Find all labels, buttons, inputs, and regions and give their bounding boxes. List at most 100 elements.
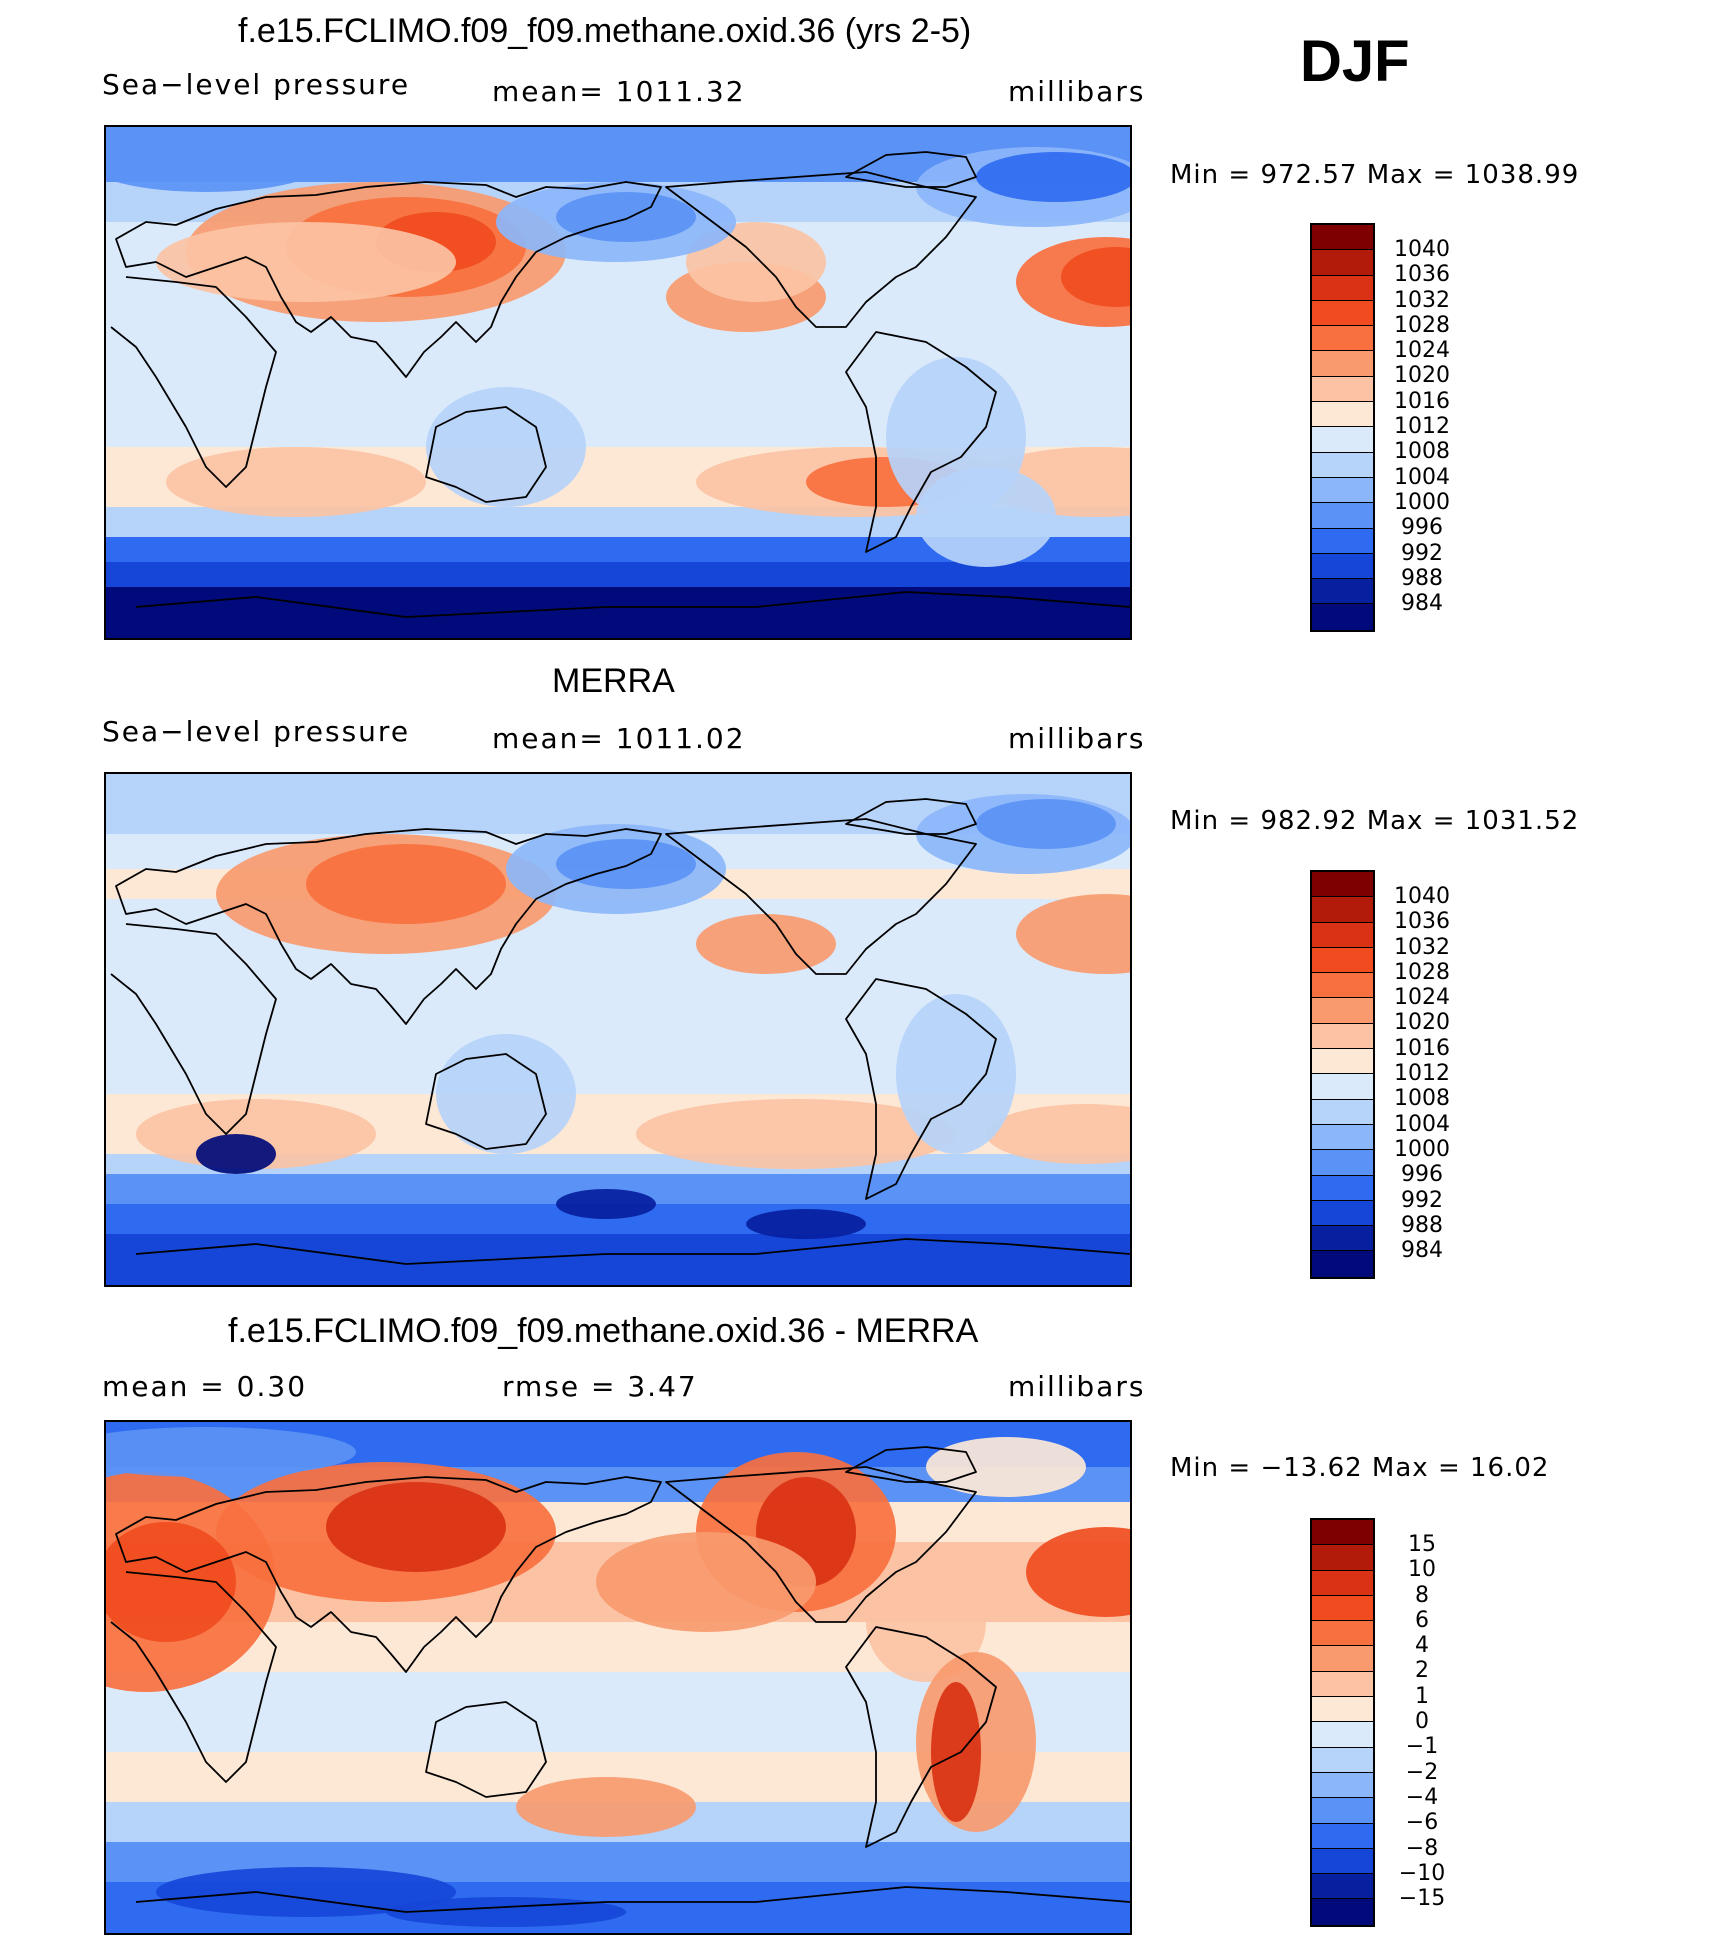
colorbar-swatch bbox=[1312, 351, 1373, 377]
colorbar-level-label: 1016 bbox=[1394, 388, 1450, 414]
pressure-cell bbox=[896, 994, 1016, 1154]
coastline bbox=[135, 591, 1130, 618]
colorbar-level-label: −2 bbox=[1405, 1759, 1439, 1785]
colorbar-level-label: 8 bbox=[1415, 1582, 1429, 1608]
colorbar-swatch bbox=[1312, 326, 1373, 352]
colorbar-swatch bbox=[1312, 897, 1373, 923]
colorbar-swatch bbox=[1312, 402, 1373, 428]
coastline bbox=[110, 276, 277, 488]
pressure-cell bbox=[556, 839, 696, 889]
colorbar-swatch bbox=[1312, 1899, 1373, 1925]
colorbar-level-label: 996 bbox=[1401, 515, 1443, 541]
panel1-colorbar-labels: 1040 1036 1032 1028 1024 1020 1016 1012 1008 1004… bbox=[1382, 237, 1462, 616]
panel2-title: MERRA bbox=[552, 662, 675, 700]
colorbar-swatch bbox=[1312, 872, 1373, 898]
panel1-colorbar bbox=[1310, 223, 1375, 632]
colorbar-swatch bbox=[1312, 1697, 1373, 1723]
colorbar-level-label: −6 bbox=[1405, 1810, 1439, 1836]
pressure-cell bbox=[916, 467, 1056, 567]
pressure-cell bbox=[556, 1189, 656, 1219]
coastline bbox=[115, 828, 662, 1025]
colorbar-swatch bbox=[1312, 427, 1373, 453]
colorbar-swatch bbox=[1312, 1545, 1373, 1571]
colorbar-swatch bbox=[1312, 1621, 1373, 1647]
colorbar-level-label: 992 bbox=[1401, 1187, 1443, 1213]
colorbar-level-label: 984 bbox=[1401, 591, 1443, 617]
pressure-cell bbox=[106, 1427, 356, 1477]
panel3-colorbar bbox=[1310, 1518, 1375, 1927]
panel3-minmax: Min = −13.62 Max = 16.02 bbox=[1170, 1453, 1550, 1483]
colorbar-level-label: 4 bbox=[1415, 1633, 1429, 1659]
panel1-units-label: millibars bbox=[1008, 75, 1146, 108]
panel3-title: f.e15.FCLIMO.f09_f09.methane.oxid.36 - M… bbox=[228, 1312, 979, 1350]
panel2-minmax: Min = 982.92 Max = 1031.52 bbox=[1170, 806, 1580, 836]
colorbar-swatch bbox=[1312, 579, 1373, 605]
colorbar-swatch bbox=[1312, 1099, 1373, 1125]
pressure-cell bbox=[326, 1482, 506, 1572]
colorbar-level-label: 1004 bbox=[1394, 464, 1450, 490]
pressure-cell bbox=[306, 844, 506, 924]
colorbar-level-label: −4 bbox=[1405, 1784, 1439, 1810]
colorbar-level-label: 1000 bbox=[1394, 489, 1450, 515]
colorbar-level-label: 1016 bbox=[1394, 1035, 1450, 1061]
colorbar-level-label: 1008 bbox=[1394, 439, 1450, 465]
pressure-cell bbox=[156, 222, 456, 302]
pressure-cell bbox=[1061, 247, 1130, 307]
colorbar-level-label: 984 bbox=[1401, 1238, 1443, 1264]
colorbar-swatch bbox=[1312, 998, 1373, 1024]
colorbar-level-label: 2 bbox=[1415, 1658, 1429, 1684]
pressure-cell bbox=[106, 132, 326, 192]
colorbar-level-label: 1036 bbox=[1394, 262, 1450, 288]
pressure-cell bbox=[866, 1562, 986, 1682]
colorbar-level-label: 1028 bbox=[1394, 959, 1450, 985]
colorbar-swatch bbox=[1312, 477, 1373, 504]
colorbar-swatch bbox=[1312, 1049, 1373, 1075]
colorbar-level-label: 1012 bbox=[1394, 1061, 1450, 1087]
colorbar-swatch bbox=[1312, 1074, 1373, 1100]
panel2-map bbox=[104, 772, 1132, 1287]
colorbar-swatch bbox=[1312, 300, 1373, 327]
coastline bbox=[665, 171, 977, 328]
panel2-colorbar bbox=[1310, 870, 1375, 1279]
panel1-map bbox=[104, 125, 1132, 640]
panel2-variable-label: Sea−level pressure bbox=[102, 715, 411, 748]
colorbar-swatch bbox=[1312, 1251, 1373, 1277]
panel2-units-label: millibars bbox=[1008, 722, 1146, 755]
colorbar-swatch bbox=[1312, 1520, 1373, 1546]
colorbar-swatch bbox=[1312, 225, 1373, 251]
colorbar-swatch bbox=[1312, 275, 1373, 301]
coastline bbox=[845, 151, 977, 188]
panel1-variable-label: Sea−level pressure bbox=[102, 68, 411, 101]
coastline bbox=[135, 1886, 1130, 1913]
colorbar-swatch bbox=[1312, 1226, 1373, 1252]
colorbar-level-label: 1032 bbox=[1394, 934, 1450, 960]
colorbar-level-label: 996 bbox=[1401, 1162, 1443, 1188]
coastline bbox=[110, 923, 277, 1135]
colorbar-level-label: 1024 bbox=[1394, 338, 1450, 364]
colorbar-level-label: 1012 bbox=[1394, 414, 1450, 440]
pressure-cell bbox=[156, 1867, 456, 1917]
colorbar-swatch bbox=[1312, 1595, 1373, 1622]
colorbar-level-label: 1000 bbox=[1394, 1136, 1450, 1162]
pressure-cell bbox=[986, 1104, 1130, 1164]
colorbar-level-label: 1020 bbox=[1394, 1010, 1450, 1036]
colorbar-swatch bbox=[1312, 376, 1373, 403]
coastline bbox=[425, 1701, 547, 1798]
coastline bbox=[845, 1626, 997, 1848]
colorbar-level-label: 1032 bbox=[1394, 287, 1450, 313]
colorbar-swatch bbox=[1312, 1646, 1373, 1672]
coastline bbox=[425, 406, 547, 503]
pressure-cell bbox=[976, 799, 1116, 849]
panel3-rmse-label: rmse = 3.47 bbox=[502, 1370, 698, 1403]
coastline bbox=[845, 331, 997, 553]
colorbar-level-label: 1028 bbox=[1394, 312, 1450, 338]
coastline bbox=[845, 1446, 977, 1483]
pressure-cell bbox=[556, 192, 696, 242]
pressure-cell bbox=[106, 1522, 236, 1642]
pressure-cell bbox=[196, 1134, 276, 1174]
pressure-cell bbox=[746, 1209, 866, 1239]
colorbar-level-label: −10 bbox=[1398, 1860, 1446, 1886]
colorbar-swatch bbox=[1312, 250, 1373, 276]
coastline bbox=[845, 798, 977, 835]
colorbar-swatch bbox=[1312, 1747, 1373, 1773]
